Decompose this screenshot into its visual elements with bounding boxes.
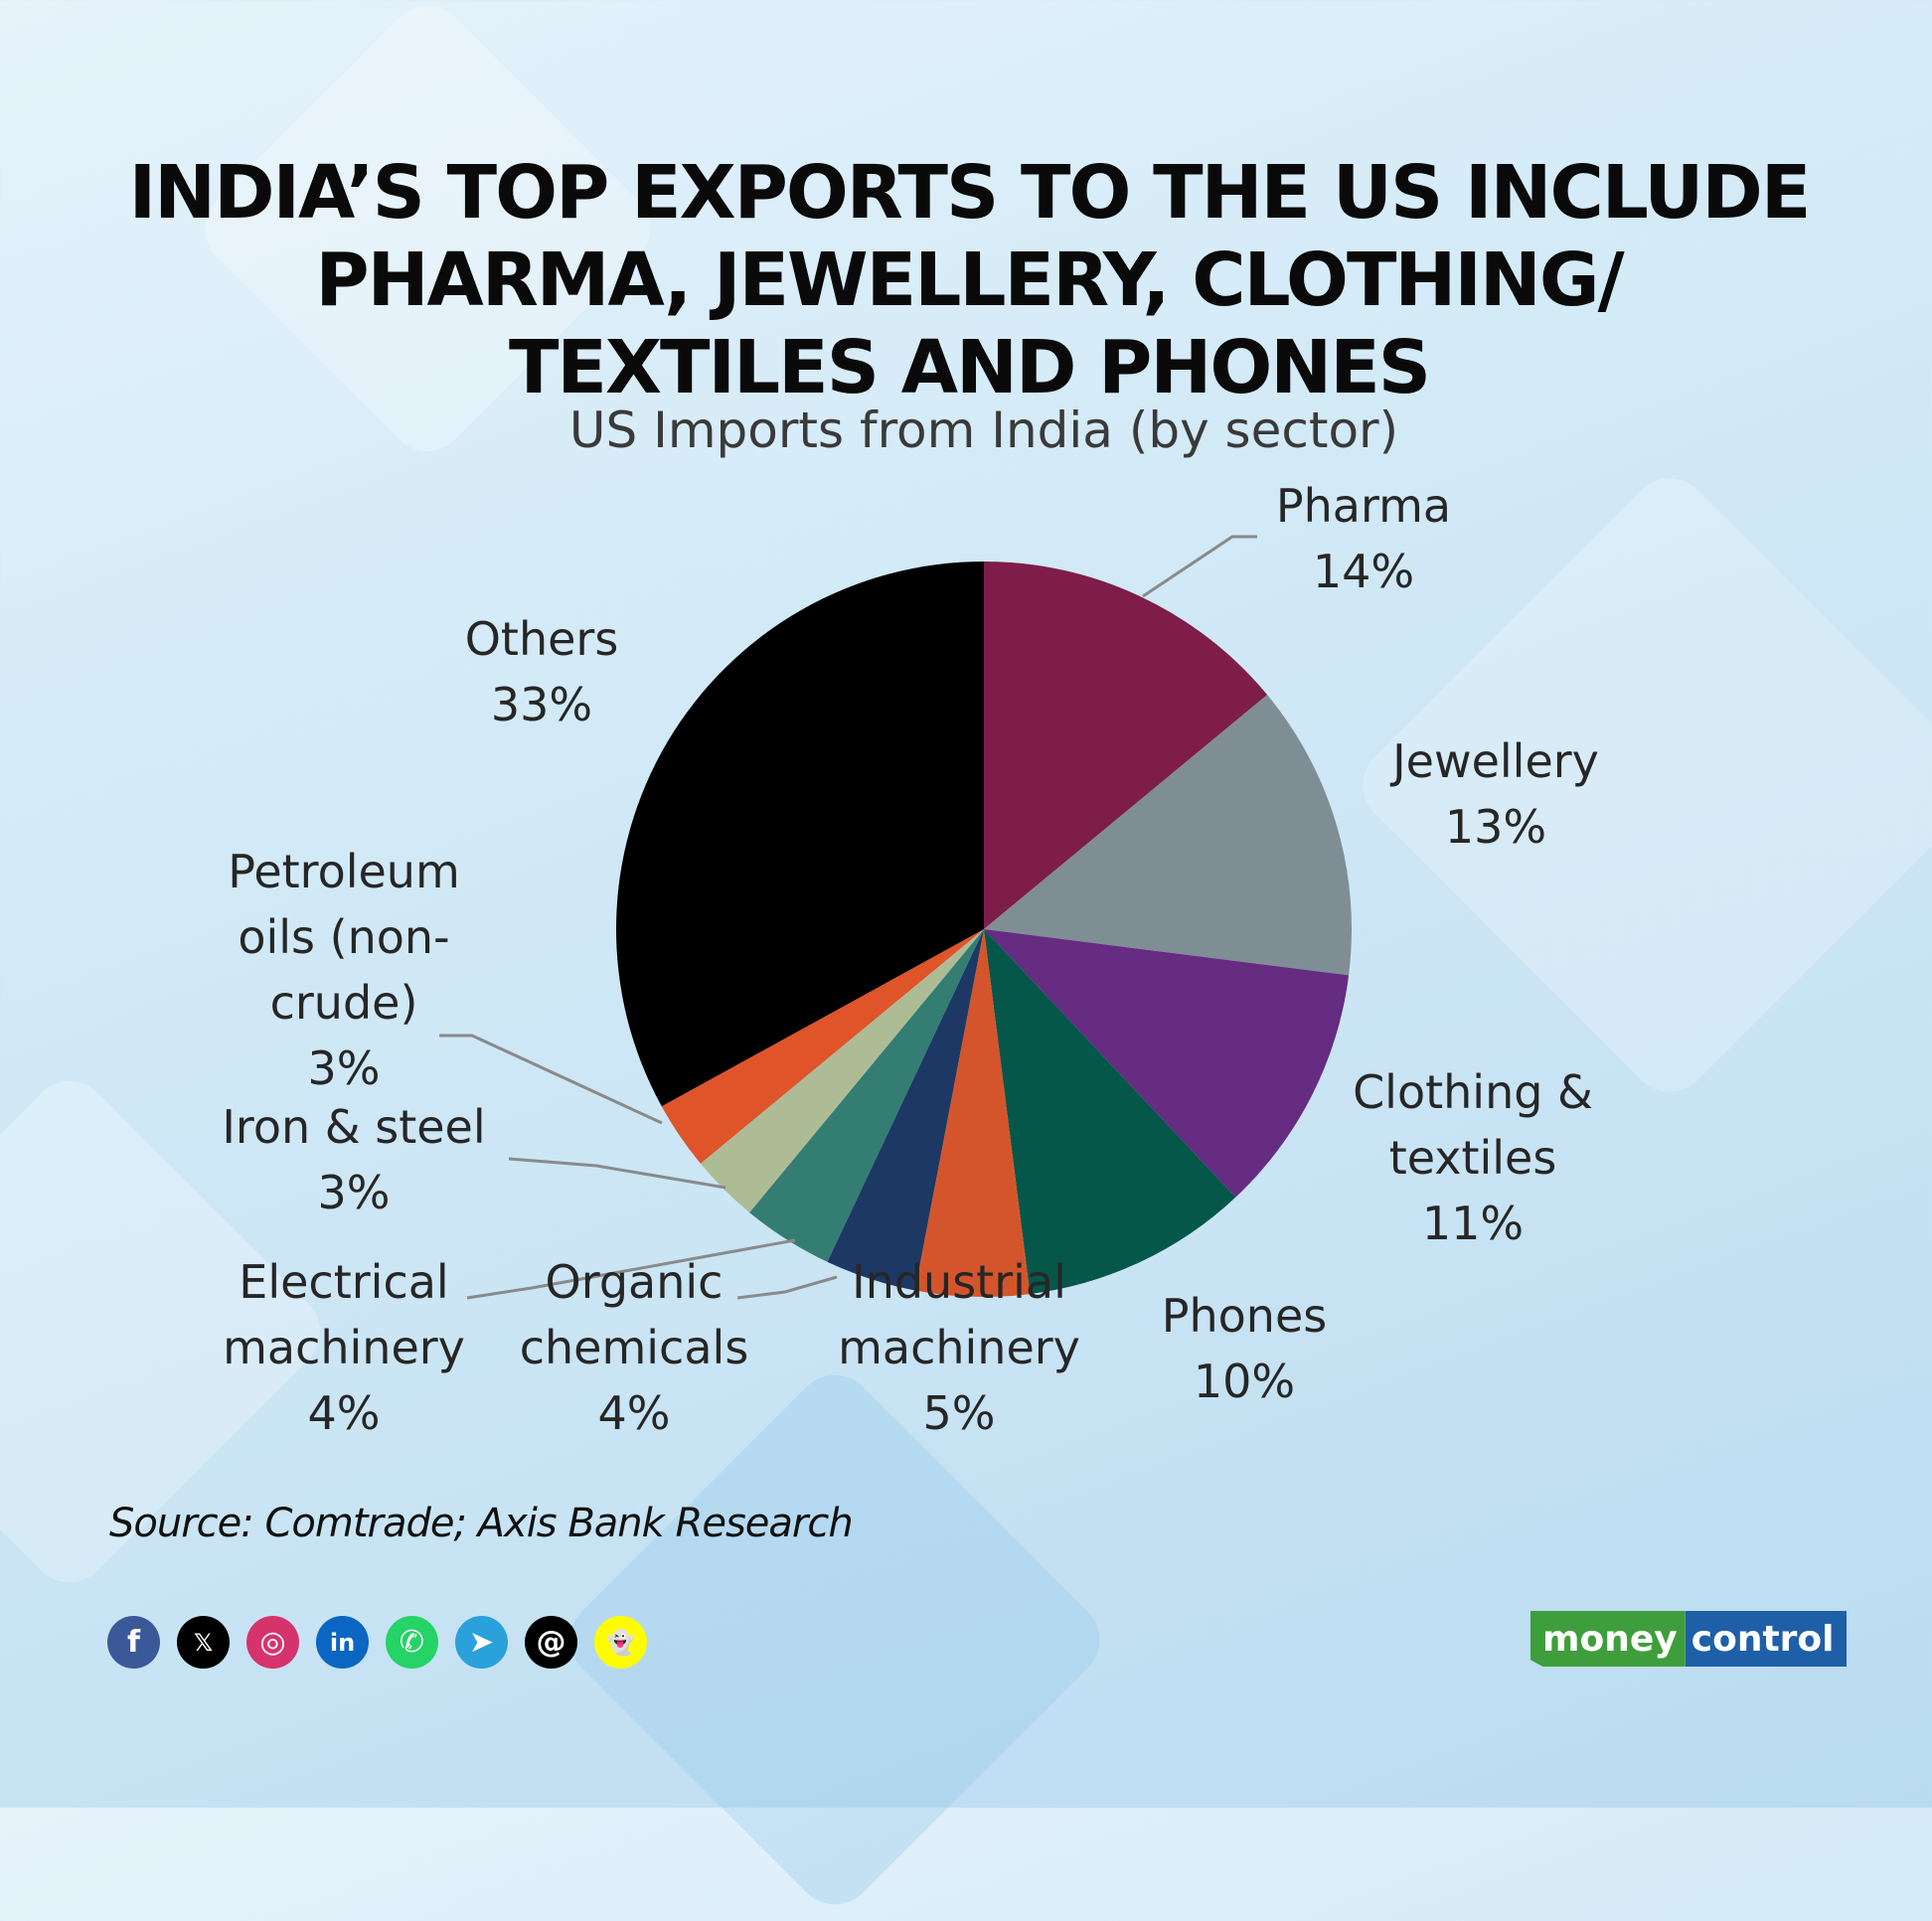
slice-value-label: 33% bbox=[491, 678, 592, 731]
headline-line: INDIA’S TOP EXPORTS TO THE US INCLUDE bbox=[128, 149, 1812, 236]
headline-line: TEXTILES AND PHONES bbox=[508, 324, 1431, 410]
telegram-icon[interactable]: ➤ bbox=[455, 1616, 508, 1669]
slice-label: Clothing & bbox=[1353, 1065, 1593, 1119]
slice-value-label: 11% bbox=[1422, 1197, 1524, 1250]
pie-slice bbox=[615, 561, 984, 1107]
pie-slice bbox=[914, 929, 1031, 1297]
slice-value-label: 13% bbox=[1445, 800, 1546, 854]
slice-label: Pharma bbox=[1276, 479, 1451, 533]
snapchat-icon[interactable]: 👻 bbox=[594, 1616, 647, 1669]
slice-label: chemicals bbox=[520, 1321, 749, 1374]
slice-value-label: 10% bbox=[1194, 1355, 1295, 1408]
slice-label: Phones bbox=[1162, 1289, 1327, 1343]
headline: INDIA’S TOP EXPORTS TO THE US INCLUDE PH… bbox=[99, 149, 1839, 411]
slice-label: Electrical bbox=[239, 1255, 448, 1309]
leader-line bbox=[736, 1275, 838, 1300]
x-icon[interactable]: 𝕏 bbox=[177, 1616, 230, 1669]
pie-slice bbox=[984, 929, 1236, 1295]
slice-value-label: 14% bbox=[1313, 545, 1414, 598]
slice-value-label: 4% bbox=[308, 1386, 381, 1440]
pie-slice bbox=[827, 929, 984, 1291]
pie-slice bbox=[749, 929, 984, 1262]
slice-label: Others bbox=[465, 612, 619, 666]
slice-label: Jewellery bbox=[1389, 734, 1599, 788]
social-icons: f 𝕏 ◎ in ✆ ➤ @ 👻 bbox=[107, 1616, 647, 1669]
pie-slice bbox=[984, 695, 1352, 976]
slice-value-label: 4% bbox=[598, 1386, 671, 1440]
pie-slice bbox=[984, 561, 1268, 929]
pie-chart: US Imports from India (by sector) Pharma… bbox=[222, 401, 1599, 1440]
moneycontrol-logo: money control bbox=[1530, 1611, 1847, 1667]
leader-line bbox=[508, 1157, 726, 1190]
logo-part-money: money bbox=[1530, 1611, 1686, 1667]
slice-label: oils (non- bbox=[238, 910, 449, 964]
headline-line: PHARMA, JEWELLERY, CLOTHING/ bbox=[315, 237, 1624, 323]
leader-line bbox=[1142, 535, 1257, 598]
facebook-icon[interactable]: f bbox=[107, 1616, 160, 1669]
threads-icon[interactable]: @ bbox=[525, 1616, 577, 1669]
pie-slice bbox=[984, 929, 1350, 1198]
leader-line bbox=[466, 1238, 796, 1300]
pie-slice bbox=[700, 929, 984, 1213]
logo-part-control: control bbox=[1685, 1611, 1847, 1667]
slice-label: Industrial bbox=[852, 1255, 1066, 1309]
slice-label: machinery bbox=[223, 1321, 465, 1374]
source-note: Source: Comtrade; Axis Bank Research bbox=[109, 1501, 854, 1546]
leader-line bbox=[439, 1034, 663, 1125]
slice-label: Iron & steel bbox=[222, 1100, 485, 1154]
slice-label: Petroleum bbox=[228, 845, 460, 898]
slice-label: Organic bbox=[546, 1255, 724, 1309]
whatsapp-icon[interactable]: ✆ bbox=[386, 1616, 438, 1669]
slice-value-label: 3% bbox=[318, 1166, 391, 1219]
instagram-icon[interactable]: ◎ bbox=[246, 1616, 299, 1669]
chart-title: US Imports from India (by sector) bbox=[569, 401, 1398, 459]
slice-value-label: 5% bbox=[923, 1386, 996, 1440]
slice-label: textiles bbox=[1389, 1131, 1557, 1185]
slice-value-label: 3% bbox=[308, 1041, 381, 1095]
slice-label: crude) bbox=[270, 976, 418, 1030]
pie-slice bbox=[661, 929, 984, 1164]
slice-label: machinery bbox=[838, 1321, 1080, 1374]
linkedin-icon[interactable]: in bbox=[316, 1616, 369, 1669]
